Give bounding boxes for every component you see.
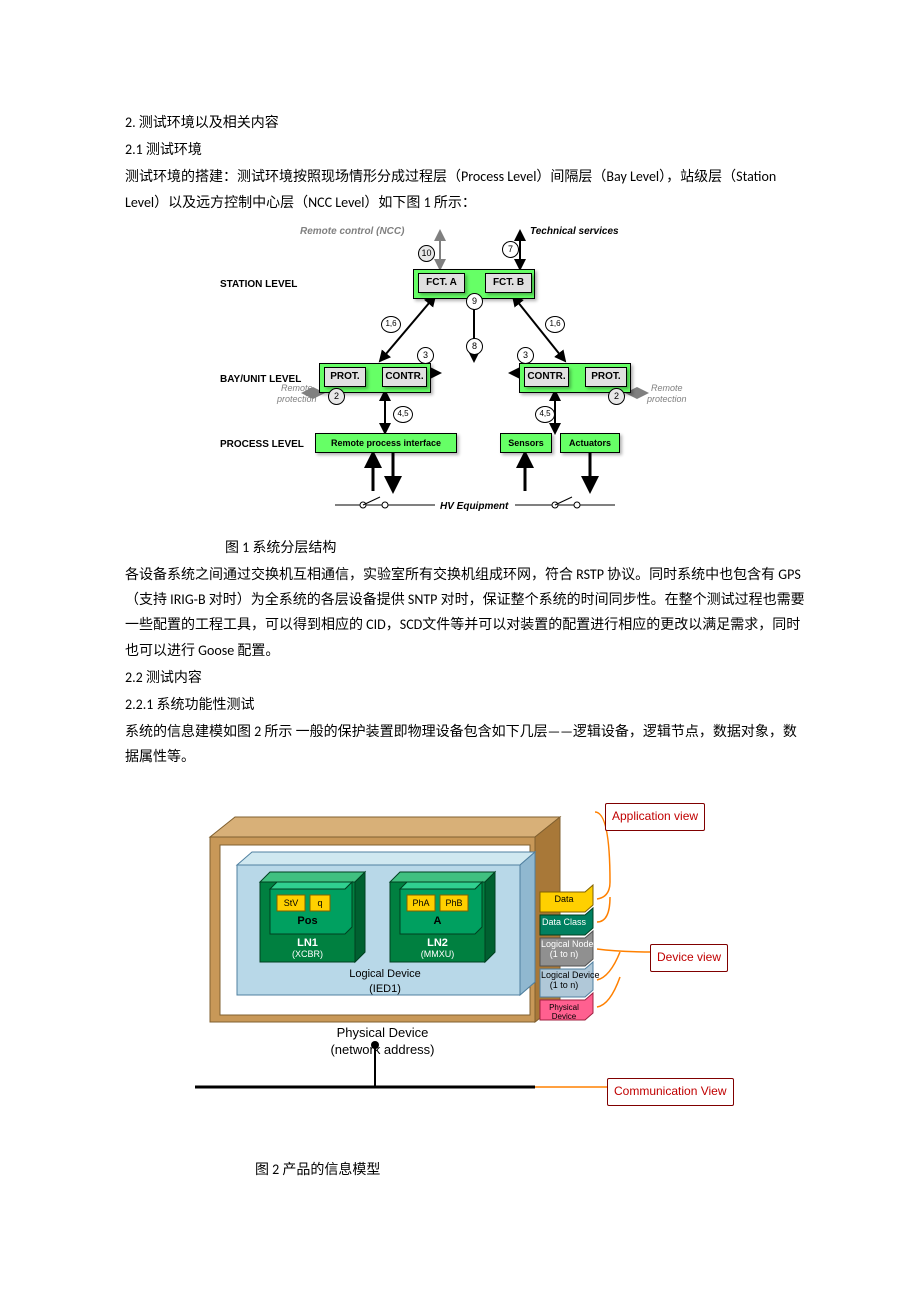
ln1-q: q [310,895,330,911]
circle-45-right: 4,5 [535,406,555,423]
circle-2-right: 2 [608,388,625,405]
circle-16-left: 1,6 [381,316,401,333]
circle-3-right: 3 [517,347,534,364]
node-fct-a: FCT. A [418,273,465,293]
ln2-phb: PhB [440,895,468,911]
label-device-view: Device view [650,944,728,972]
label-application-view: Application view [605,803,705,831]
section-2-2-heading: 2.2 测试内容 [125,665,805,690]
figure-2-caption: 图 2 产品的信息模型 [125,1157,805,1182]
label-process-level: PROCESS LEVEL [220,436,304,454]
figure-1-diagram: Remote control (NCC) Technical services … [215,221,715,531]
layer-label-logicalnode: Logical Node (1 to n) [541,940,587,960]
ln2-sub: (MMXU) [390,949,485,960]
circle-9: 9 [466,293,483,310]
figure-2-diagram: StV q Pos LN1 (XCBR) PhA PhB A LN2 (MMXU… [165,787,765,1137]
layer-label-dataclass: Data Class [541,918,587,928]
label-hv-equipment: HV Equipment [440,498,508,516]
label-station-level: STATION LEVEL [220,276,297,294]
label-physical-device: Physical Device (network address) [300,1025,465,1059]
label-logical-device-ied1: Logical Device (IED1) [315,967,455,996]
label-tech-services: Technical services [530,223,619,241]
node-remote-process-interface: Remote process interface [315,433,457,453]
ln1-stv: StV [277,895,305,911]
node-actuators: Actuators [560,433,620,453]
section-2-1-heading: 2.1 测试环境 [125,137,805,162]
ln2-pha: PhA [407,895,435,911]
ln1-sub: (XCBR) [260,949,355,960]
node-prot-right: PROT. [585,367,627,387]
label-remote-protection-left: Remote protection [277,383,317,405]
figure-1-caption: 图 1 系统分层结构 [125,535,805,560]
para-env-build: 测试环境的搭建：测试环境按照现场情形分成过程层（Process Level）间隔… [125,164,805,214]
node-contr-left: CONTR. [382,367,427,387]
node-contr-right: CONTR. [524,367,569,387]
circle-45-left: 4,5 [393,406,413,423]
circle-3-left: 3 [417,347,434,364]
ln2-a: A [400,915,475,928]
node-sensors: Sensors [500,433,552,453]
circle-7: 7 [502,241,519,258]
node-fct-b: FCT. B [485,273,532,293]
circle-16-right: 1,6 [545,316,565,333]
section-2-heading: 2. 测试环境以及相关内容 [125,110,805,135]
node-prot-left: PROT. [324,367,366,387]
layer-label-physicaldevice: Physical Device [539,1004,589,1022]
para-info-model: 系统的信息建模如图 2 所示 一般的保护装置即物理设备包含如下几层——逻辑设备，… [125,719,805,769]
circle-8: 8 [466,338,483,355]
section-2-2-1-heading: 2.2.1 系统功能性测试 [125,692,805,717]
para-device-comm: 各设备系统之间通过交换机互相通信，实验室所有交换机组成环网，符合 RSTP 协议… [125,562,805,663]
layer-label-logicaldevice: Logical Device (1 to n) [541,971,587,991]
label-remote-protection-right: Remote protection [647,383,687,405]
layer-label-data: Data [543,895,585,905]
label-communication-view: Communication View [607,1078,734,1106]
label-ncc: Remote control (NCC) [300,223,404,241]
circle-10: 10 [418,245,435,262]
circle-2-left: 2 [328,388,345,405]
ln1-pos: Pos [270,915,345,928]
